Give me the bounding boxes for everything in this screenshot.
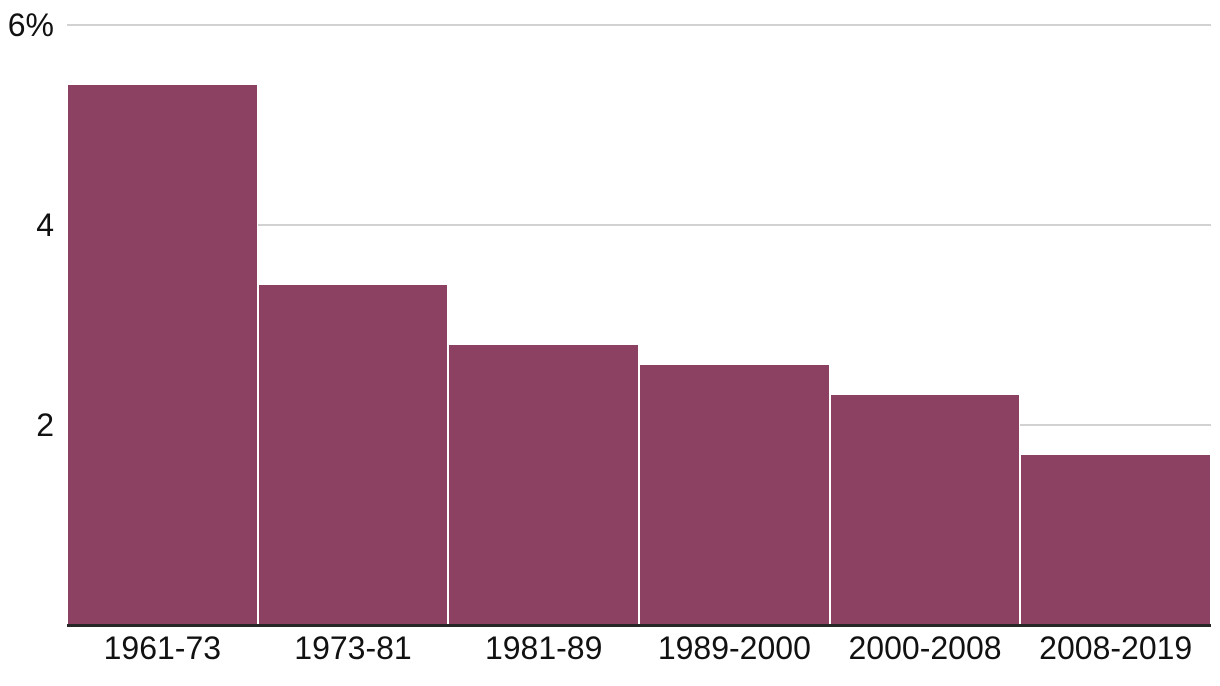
- x-tick-label: 2000-2008: [848, 630, 1002, 666]
- bar-1989-2000: [639, 365, 830, 625]
- x-axis-labels: 1961-73 1973-81 1981-89 1989-2000 2000-2008 2…: [67, 632, 1211, 664]
- bar-1961-73: [67, 85, 258, 625]
- x-tick-label: 1961-73: [103, 630, 222, 666]
- bar-2000-2008: [829, 395, 1021, 625]
- y-tick-label: 4: [36, 207, 54, 243]
- bars-group: [67, 25, 1212, 625]
- y-tick-label: 2: [36, 407, 54, 443]
- y-tick-label: 6%: [7, 7, 54, 43]
- x-axis-line: [67, 624, 1211, 627]
- gridline: [67, 24, 1211, 26]
- bar-2008-2019: [1020, 455, 1212, 625]
- y-axis-labels: 6% 4 2: [0, 0, 54, 686]
- x-tick-label: 1981-89: [484, 630, 603, 666]
- x-tick-label: 1989-2000: [657, 630, 811, 666]
- gridline: [67, 224, 1211, 226]
- bar-1981-89: [448, 345, 640, 625]
- x-tick-label: 2008-2019: [1039, 630, 1193, 666]
- bar-1973-81: [257, 285, 449, 625]
- plot-area: [67, 0, 1212, 686]
- x-tick-label: 1973-81: [294, 630, 412, 666]
